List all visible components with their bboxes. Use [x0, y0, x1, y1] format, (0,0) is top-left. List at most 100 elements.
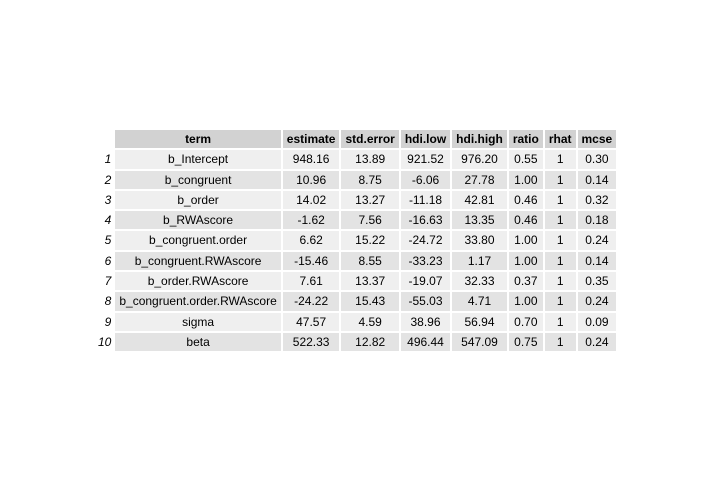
cell-ratio: 1.00 [508, 251, 543, 271]
row-name: 10 [98, 334, 112, 349]
cell-mcse: 0.32 [577, 190, 617, 210]
cell-rhat: 1 [544, 292, 576, 311]
cell-std-error: 7.56 [341, 211, 399, 230]
cell-hdi-low: -16.63 [400, 211, 451, 230]
row-name: 6 [104, 253, 112, 268]
cell-term: b_order.RWAscore [115, 272, 281, 291]
header-row: term estimate std.error hdi.low hdi.high… [98, 130, 617, 149]
cell-estimate: 6.62 [282, 231, 340, 250]
cell-rhat: 1 [544, 190, 576, 210]
table-row: 8 b_congruent.order.RWAscore -24.22 15.43 -5… [98, 292, 617, 311]
cell-hdi-high: 976.20 [452, 150, 507, 169]
cell-ratio: 0.46 [508, 211, 543, 230]
row-name: 1 [104, 152, 112, 167]
cell-ratio: 0.75 [508, 332, 543, 352]
cell-hdi-high: 1.17 [452, 251, 507, 271]
cell-hdi-high: 547.09 [452, 332, 507, 352]
row-name: 9 [104, 314, 112, 329]
cell-rhat: 1 [544, 332, 576, 352]
cell-hdi-low: -19.07 [400, 272, 451, 291]
cell-hdi-low: -55.03 [400, 292, 451, 311]
cell-estimate: 14.02 [282, 190, 340, 210]
cell-mcse: 0.14 [577, 170, 617, 189]
cell-mcse: 0.14 [577, 251, 617, 271]
row-name: 5 [104, 233, 112, 248]
cell-rhat: 1 [544, 251, 576, 271]
cell-hdi-high: 33.80 [452, 231, 507, 250]
cell-term: beta [115, 332, 281, 352]
cell-ratio: 0.46 [508, 190, 543, 210]
cell-ratio: 1.00 [508, 231, 543, 250]
row-name: 7 [104, 274, 112, 289]
table-body: 1 b_Intercept 948.16 13.89 921.52 976.20 0.55 1… [98, 150, 617, 352]
cell-ratio: 0.37 [508, 272, 543, 291]
cell-hdi-high: 32.33 [452, 272, 507, 291]
cell-term: b_congruent [115, 170, 281, 189]
row-name: 2 [104, 172, 112, 187]
col-header-hdi-high: hdi.high [452, 130, 507, 149]
cell-mcse: 0.24 [577, 231, 617, 250]
cell-ratio: 0.70 [508, 312, 543, 331]
cell-mcse: 0.18 [577, 211, 617, 230]
cell-estimate: -15.46 [282, 251, 340, 271]
table-row: 4 b_RWAscore -1.62 7.56 -16.63 13.35 0.46 1 0.18 [98, 211, 617, 230]
cell-term: b_RWAscore [115, 211, 281, 230]
cell-ratio: 1.00 [508, 292, 543, 311]
cell-std-error: 8.75 [341, 170, 399, 189]
cell-mcse: 0.30 [577, 150, 617, 169]
cell-hdi-low: -33.23 [400, 251, 451, 271]
col-header-hdi-low: hdi.low [400, 130, 451, 149]
cell-rhat: 1 [544, 272, 576, 291]
cell-std-error: 13.89 [341, 150, 399, 169]
cell-std-error: 12.82 [341, 332, 399, 352]
row-name-header [98, 130, 113, 148]
cell-term: b_congruent.order [115, 231, 281, 250]
cell-term: b_order [115, 190, 281, 210]
col-header-estimate: estimate [282, 130, 340, 149]
cell-mcse: 0.24 [577, 332, 617, 352]
cell-term: sigma [115, 312, 281, 331]
cell-estimate: 948.16 [282, 150, 340, 169]
cell-rhat: 1 [544, 150, 576, 169]
row-name: 4 [104, 213, 112, 228]
cell-rhat: 1 [544, 231, 576, 250]
table-row: 3 b_order 14.02 13.27 -11.18 42.81 0.46 1 0.32 [98, 190, 617, 210]
cell-hdi-high: 27.78 [452, 170, 507, 189]
table-row: 5 b_congruent.order 6.62 15.22 -24.72 33.80 1.… [98, 231, 617, 250]
col-header-ratio: ratio [508, 130, 543, 149]
cell-hdi-low: -11.18 [400, 190, 451, 210]
cell-hdi-low: 496.44 [400, 332, 451, 352]
cell-estimate: -24.22 [282, 292, 340, 311]
cell-std-error: 15.22 [341, 231, 399, 250]
cell-term: b_congruent.order.RWAscore [115, 292, 281, 311]
col-header-rhat: rhat [544, 130, 576, 149]
col-header-mcse: mcse [577, 130, 617, 149]
cell-std-error: 13.27 [341, 190, 399, 210]
cell-estimate: -1.62 [282, 211, 340, 230]
cell-hdi-low: 921.52 [400, 150, 451, 169]
cell-hdi-high: 4.71 [452, 292, 507, 311]
cell-term: b_Intercept [115, 150, 281, 169]
cell-std-error: 13.37 [341, 272, 399, 291]
table-row: 2 b_congruent 10.96 8.75 -6.06 27.78 1.00 1 0.14 [98, 170, 617, 189]
col-header-std-error: std.error [341, 130, 399, 149]
col-header-term: term [115, 130, 281, 149]
cell-estimate: 10.96 [282, 170, 340, 189]
cell-term: b_congruent.RWAscore [115, 251, 281, 271]
cell-std-error: 8.55 [341, 251, 399, 271]
cell-estimate: 47.57 [282, 312, 340, 331]
cell-rhat: 1 [544, 312, 576, 331]
cell-ratio: 0.55 [508, 150, 543, 169]
row-name: 3 [104, 192, 112, 207]
cell-hdi-low: -24.72 [400, 231, 451, 250]
cell-estimate: 7.61 [282, 272, 340, 291]
cell-estimate: 522.33 [282, 332, 340, 352]
cell-hdi-high: 13.35 [452, 211, 507, 230]
cell-hdi-high: 56.94 [452, 312, 507, 331]
table-row: 9 sigma 47.57 4.59 38.96 56.94 0.70 1 0.09 [98, 312, 617, 331]
cell-ratio: 1.00 [508, 170, 543, 189]
table-row: 6 b_congruent.RWAscore -15.46 8.55 -33.23 1.1… [98, 251, 617, 271]
cell-mcse: 0.09 [577, 312, 617, 331]
table-row: 10 beta 522.33 12.82 496.44 547.09 0.75 1 0.24 [98, 332, 617, 352]
cell-std-error: 4.59 [341, 312, 399, 331]
